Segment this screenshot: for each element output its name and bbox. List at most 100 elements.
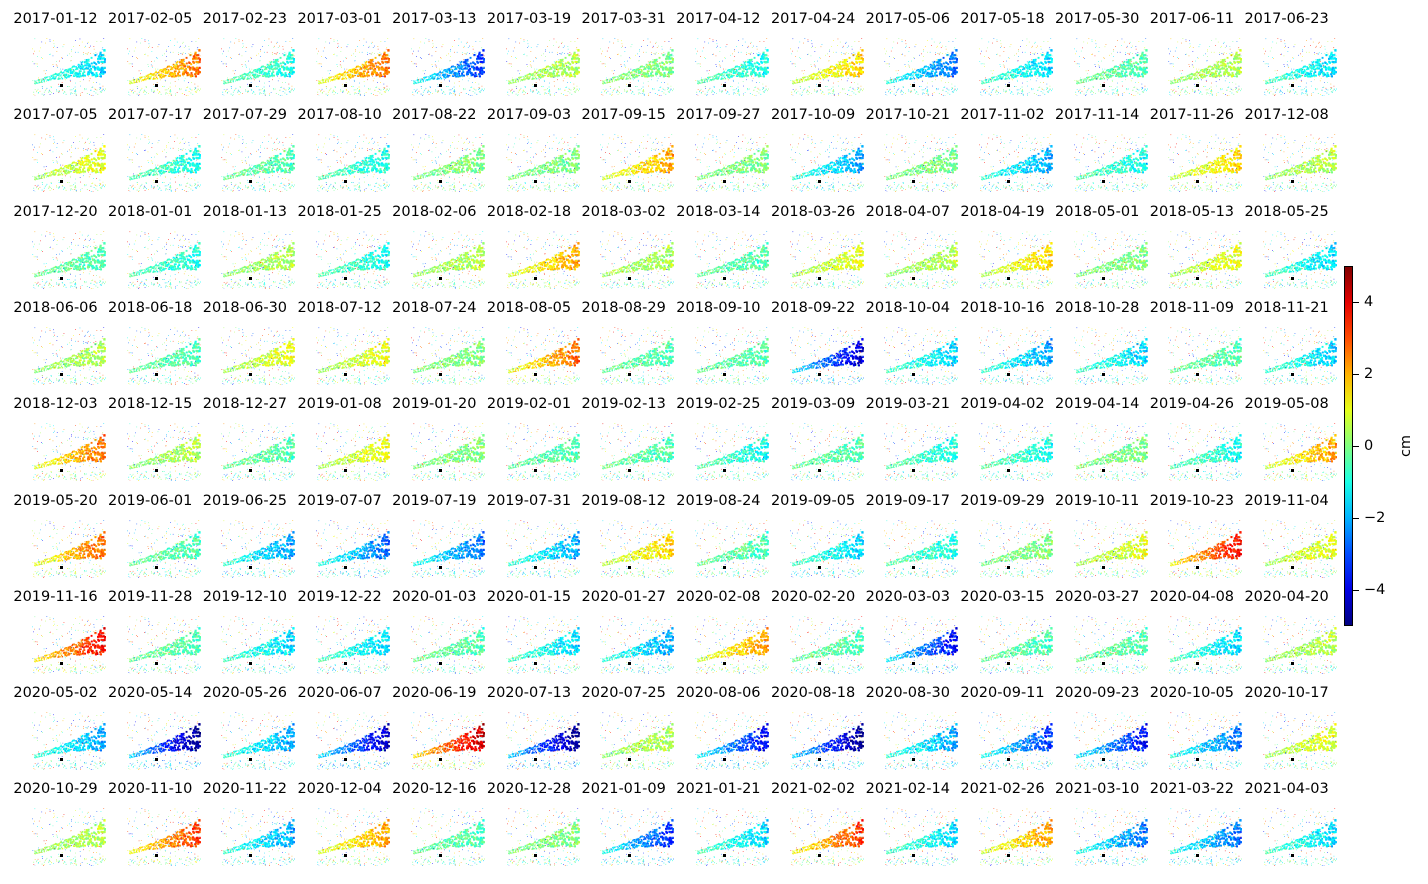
pixel-mark	[418, 51, 419, 52]
pixel-mark	[42, 78, 43, 79]
pixel-mark	[145, 79, 146, 80]
pixel-mark	[265, 40, 266, 41]
pixel-mark	[543, 75, 545, 77]
pixel-mark	[605, 64, 606, 65]
pixel-mark	[527, 78, 528, 79]
pixel-mark	[700, 90, 701, 91]
pixel-mark	[658, 65, 660, 67]
pixel-mark	[91, 57, 93, 59]
pixel-mark	[317, 54, 318, 55]
pixel-mark	[249, 72, 250, 73]
pixel-mark	[350, 69, 351, 70]
pixel-mark	[46, 89, 47, 90]
pixel-mark	[758, 89, 759, 90]
pixel-mark	[701, 78, 702, 79]
pixel-mark	[243, 43, 244, 44]
pixel-mark	[78, 76, 80, 78]
pixel-mark	[62, 90, 63, 91]
pixel-mark	[421, 86, 422, 87]
pixel-mark	[95, 89, 96, 90]
pixel-mark	[621, 66, 622, 67]
pixel-mark	[157, 69, 158, 70]
pixel-mark	[78, 52, 79, 53]
pixel-mark	[442, 93, 443, 94]
pixel-mark	[340, 73, 341, 74]
pixel-mark	[475, 90, 476, 91]
pixel-mark	[341, 66, 342, 67]
pixel-mark	[719, 91, 720, 92]
pixel-mark	[239, 94, 240, 95]
pixel-mark	[229, 48, 230, 49]
pixel-mark	[758, 55, 759, 56]
pixel-mark	[164, 54, 165, 55]
pixel-mark	[601, 61, 602, 62]
pixel-mark	[41, 42, 42, 43]
pixel-mark	[475, 82, 476, 83]
pixel-mark	[183, 42, 184, 43]
pixel-mark	[246, 91, 247, 92]
pixel-mark	[53, 76, 54, 77]
pixel-mark	[51, 87, 52, 88]
pixel-mark	[453, 93, 454, 94]
pixel-mark	[615, 88, 616, 89]
pixel-mark	[233, 94, 234, 95]
pixel-mark	[276, 60, 278, 62]
pixel-mark	[169, 72, 171, 74]
pixel-mark	[341, 51, 342, 52]
pixel-mark	[634, 74, 635, 75]
pixel-mark	[340, 74, 341, 75]
pixel-mark	[625, 67, 626, 68]
pixel-mark	[130, 81, 131, 82]
pixel-mark	[37, 56, 38, 57]
pixel-mark	[607, 51, 608, 52]
pixel-mark	[750, 43, 751, 44]
pixel-mark	[284, 55, 285, 56]
pixel-mark	[90, 46, 91, 47]
pixel-mark	[285, 72, 287, 74]
pixel-mark	[191, 41, 192, 42]
pixel-mark	[263, 93, 264, 94]
pixel-mark	[838, 62, 840, 64]
pixel-mark	[716, 47, 717, 48]
pixel-mark	[50, 54, 51, 55]
pixel-mark	[639, 69, 640, 70]
pixel-mark	[658, 71, 660, 73]
pixel-mark	[420, 57, 421, 58]
pixel-mark	[619, 76, 620, 77]
pixel-mark	[715, 56, 716, 57]
pixel-mark	[435, 51, 436, 52]
pixel-mark	[239, 54, 240, 55]
pixel-mark	[716, 43, 717, 44]
pixel-mark	[665, 90, 666, 91]
pixel-mark	[552, 76, 554, 78]
pixel-mark	[462, 54, 463, 55]
pixel-mark	[701, 93, 702, 94]
pixel-mark	[371, 93, 372, 94]
pixel-mark	[458, 45, 459, 46]
pixel-mark	[425, 79, 426, 80]
pixel-mark	[647, 45, 648, 46]
pixel-mark	[549, 69, 551, 71]
pixel-mark	[285, 52, 286, 53]
pixel-mark	[228, 79, 229, 80]
pixel-mark	[528, 78, 529, 79]
pixel-mark	[77, 73, 79, 75]
pixel-mark	[157, 58, 158, 59]
pixel-mark	[136, 57, 137, 58]
pixel-mark	[289, 75, 291, 77]
pixel-mark	[811, 93, 812, 94]
pixel-mark	[333, 80, 334, 81]
pixel-mark	[141, 70, 142, 71]
pixel-mark	[41, 80, 42, 81]
pixel-mark	[416, 56, 417, 57]
pixel-mark	[325, 82, 326, 83]
reference-point-marker	[628, 84, 631, 87]
pixel-mark	[717, 74, 718, 75]
pixel-mark	[522, 92, 523, 93]
pixel-mark	[653, 47, 654, 48]
pixel-mark	[179, 60, 180, 61]
pixel-mark	[184, 65, 186, 67]
pixel-mark	[422, 81, 423, 82]
pixel-mark	[385, 41, 386, 42]
pixel-mark	[452, 74, 453, 75]
